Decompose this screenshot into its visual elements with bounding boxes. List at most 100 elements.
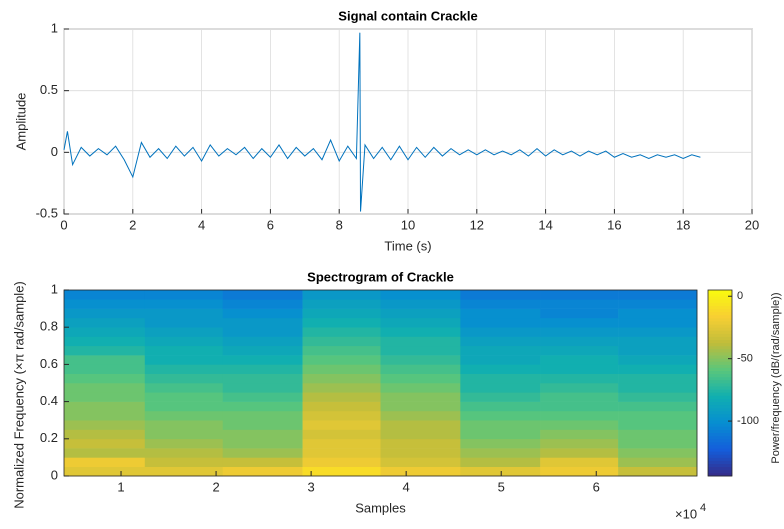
- colorbar-swatch: [708, 407, 732, 412]
- spectrogram-cell: [618, 392, 698, 402]
- spectrogram-cell: [302, 299, 381, 309]
- x-tick-label: 8: [336, 217, 343, 232]
- spectrogram-cell: [380, 401, 461, 412]
- x-tick-label: 14: [538, 217, 552, 232]
- spectrogram-cell: [460, 401, 541, 412]
- spectrogram-cell: [618, 290, 698, 300]
- spectrogram-cell: [144, 373, 224, 384]
- colorbar-swatch: [708, 314, 732, 319]
- x-tick-label: 3: [307, 479, 314, 494]
- spectrogram-cell: [144, 355, 224, 365]
- x-axis-label: Samples: [355, 500, 406, 515]
- colorbar-tick-label: -50: [737, 353, 753, 365]
- spectrogram-cell: [540, 420, 619, 430]
- spectrogram-cell: [302, 383, 381, 393]
- spectrogram-cell: [380, 299, 461, 309]
- spectrogram-cell: [64, 308, 146, 319]
- spectrogram-cell: [618, 327, 698, 337]
- chart-title: Signal contain Crackle: [338, 8, 477, 23]
- spectrogram-cell: [64, 373, 146, 384]
- spectrogram-cell: [302, 457, 381, 467]
- y-tick-label: 0.4: [40, 393, 58, 408]
- spectrogram-cell: [64, 355, 146, 365]
- spectrogram-cell: [460, 345, 541, 356]
- spectrogram-cell: [380, 410, 461, 421]
- colorbar-label: Power/frequency (dB/(rad/sample)): [770, 292, 782, 463]
- spectrogram-cell: [64, 420, 146, 430]
- colorbar-swatch: [708, 373, 732, 378]
- y-tick-label: 0: [51, 467, 58, 482]
- spectrogram-cell: [144, 327, 224, 337]
- colorbar-swatch: [708, 472, 732, 477]
- y-tick-label: 0.6: [40, 356, 58, 371]
- spectrogram-cell: [380, 308, 461, 319]
- x-tick-label: 1: [117, 479, 124, 494]
- colorbar-swatch: [708, 441, 732, 446]
- spectrogram-cell: [302, 355, 381, 365]
- spectrogram-cell: [302, 420, 381, 430]
- x-tick-label: 16: [607, 217, 621, 232]
- spectrogram-cell: [618, 420, 698, 430]
- spectrogram-cell: [144, 383, 224, 393]
- x-tick-label: 12: [470, 217, 484, 232]
- spectrogram-cell: [540, 438, 619, 449]
- colorbar-swatch: [708, 445, 732, 449]
- colorbar-swatch: [708, 336, 732, 340]
- axes-box: [63, 289, 698, 477]
- spectrogram-cell: [144, 299, 224, 309]
- y-tick-label: 1: [51, 20, 58, 35]
- spectrogram-cell: [222, 448, 303, 458]
- spectrogram-cell: [144, 438, 224, 449]
- spectrogram-cell: [540, 317, 619, 328]
- spectrogram-cell: [540, 429, 619, 440]
- spectrogram-cell: [144, 392, 224, 402]
- spectrogram-cell: [222, 392, 303, 402]
- spectrogram-cell: [618, 448, 698, 458]
- spectrogram-cell: [64, 327, 146, 337]
- colorbar-swatch: [708, 299, 732, 303]
- spectrogram-cell: [302, 317, 381, 328]
- spectrogram-cell: [64, 410, 146, 421]
- x-axis-label: Time (s): [384, 238, 431, 253]
- x-tick-label: 2: [212, 479, 219, 494]
- spectrogram-cell: [460, 373, 541, 384]
- spectrogram-cell: [618, 364, 698, 374]
- colorbar-swatch: [708, 296, 732, 300]
- spectrogram-cell: [64, 448, 146, 458]
- spectrogram-cell: [380, 438, 461, 449]
- spectrogram-cell: [64, 466, 146, 477]
- x-tick-label: 4: [198, 217, 205, 232]
- spectrogram-cell: [460, 383, 541, 393]
- spectrogram-cell: [222, 355, 303, 365]
- spectrogram-cell: [380, 290, 461, 300]
- colorbar-swatch: [708, 379, 732, 384]
- x-tick-label: 20: [745, 217, 759, 232]
- chart-title: Spectrogram of Crackle: [307, 269, 454, 284]
- colorbar-swatch: [708, 395, 732, 399]
- colorbar-swatch: [708, 392, 732, 396]
- spectrogram-cell: [222, 327, 303, 337]
- colorbar-swatch: [708, 398, 732, 402]
- colorbar-swatch: [708, 317, 732, 322]
- spectrogram-cell: [540, 401, 619, 412]
- colorbar-swatch: [708, 361, 732, 365]
- spectrogram-cell: [64, 345, 146, 356]
- spectrogram-cell: [540, 373, 619, 384]
- spectrogram-cell: [144, 429, 224, 440]
- spectrogram-cell: [222, 457, 303, 467]
- colorbar-swatch: [708, 333, 732, 337]
- spectrogram-cell: [460, 448, 541, 458]
- colorbar-swatch: [708, 466, 732, 471]
- colorbar-swatch: [708, 308, 732, 313]
- colorbar-swatch: [708, 432, 732, 437]
- spectrogram-cell: [460, 336, 541, 347]
- spectrogram-cell: [460, 457, 541, 467]
- spectrogram-cell: [302, 401, 381, 412]
- x-tick-label: 2: [129, 217, 136, 232]
- spectrogram-cell: [144, 457, 224, 467]
- spectrogram-cell: [144, 290, 224, 300]
- spectrogram-cell: [64, 317, 146, 328]
- spectrogram-cell: [64, 290, 146, 300]
- spectrogram-cell: [540, 383, 619, 393]
- spectrogram-cell: [540, 327, 619, 337]
